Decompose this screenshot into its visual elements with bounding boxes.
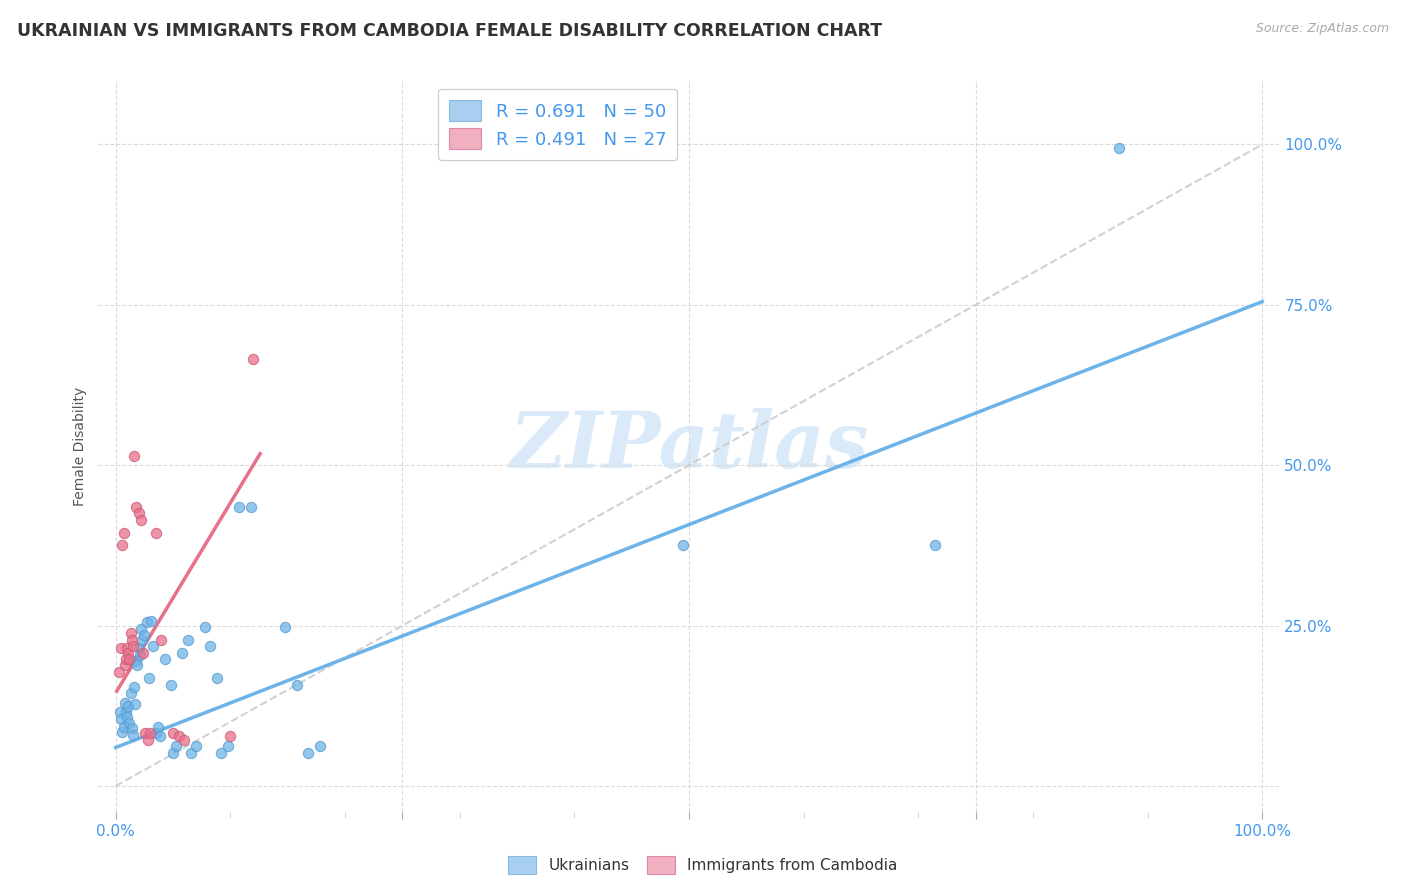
Point [125,654,148,668]
Point [114,658,136,673]
Y-axis label: Female Disability: Female Disability [73,386,87,506]
Point [177,632,200,647]
Point [115,706,138,720]
Legend: R = 0.691   N = 50, R = 0.491   N = 27: R = 0.691 N = 50, R = 0.491 N = 27 [439,89,678,160]
Point [146,720,169,734]
Point [136,732,159,747]
Point [129,513,152,527]
Point [173,732,195,747]
Point [924,538,946,552]
Point [172,646,194,660]
Point [122,680,145,694]
Point [198,639,221,653]
Point [115,710,138,724]
Point [308,739,330,754]
Point [115,641,138,656]
Text: UKRAINIAN VS IMMIGRANTS FROM CAMBODIA FEMALE DISABILITY CORRELATION CHART: UKRAINIAN VS IMMIGRANTS FROM CAMBODIA FE… [17,22,882,40]
Text: ZIPatlas: ZIPatlas [509,408,869,484]
Point [121,632,143,647]
Point [121,728,143,742]
Point [134,628,156,642]
Point [117,698,139,713]
Point [127,658,149,673]
Point [239,500,262,514]
Point [138,671,160,685]
Point [145,525,167,540]
Point [242,352,264,367]
Point [167,729,190,743]
Point [219,729,242,743]
Point [274,620,297,634]
Point [134,726,156,740]
Point [205,671,228,685]
Point [150,632,173,647]
Point [112,525,135,540]
Legend: Ukrainians, Immigrants from Cambodia: Ukrainians, Immigrants from Cambodia [502,850,904,880]
Point [120,686,142,700]
Point [108,706,131,720]
Point [180,746,202,760]
Point [153,652,176,666]
Point [122,449,145,463]
Point [111,724,134,739]
Point [120,626,142,640]
Point [115,652,138,666]
Point [162,746,184,760]
Point [111,538,134,552]
Point [128,507,150,521]
Point [209,746,232,760]
Point [121,639,143,653]
Point [112,720,135,734]
Point [118,716,141,731]
Text: Source: ZipAtlas.com: Source: ZipAtlas.com [1256,22,1389,36]
Point [128,648,150,662]
Point [228,500,250,514]
Point [159,678,181,692]
Point [165,739,187,754]
Point [110,641,132,656]
Point [297,746,319,760]
Point [135,615,157,630]
Point [128,641,150,656]
Point [110,712,132,726]
Point [142,639,165,653]
Point [217,739,239,754]
Point [118,652,141,666]
Point [141,614,163,628]
Point [285,678,308,692]
Point [184,739,207,754]
Point [114,696,136,710]
Point [162,726,184,740]
Point [121,721,143,735]
Point [131,632,153,647]
Point [139,726,162,740]
Point [129,622,152,636]
Point [132,646,155,660]
Point [145,726,167,740]
Point [1108,141,1130,155]
Point [124,697,146,711]
Point [672,538,695,552]
Point [194,620,217,634]
Point [108,665,131,679]
Point [117,646,139,660]
Point [125,500,148,514]
Point [149,729,172,743]
